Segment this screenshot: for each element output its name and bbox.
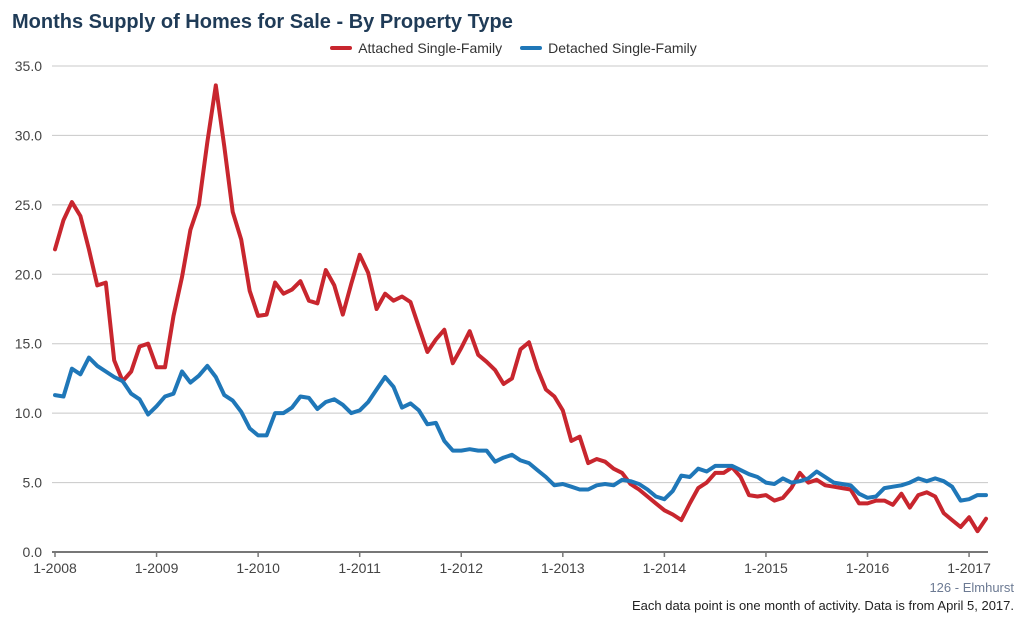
source-label: 126 - Elmhurst	[929, 580, 1014, 595]
x-tick-label: 1-2013	[541, 560, 585, 576]
legend-swatch-attached	[330, 46, 353, 50]
x-tick-label: 1-2010	[236, 560, 280, 576]
legend-item-detached[interactable]: Detached Single-Family	[520, 40, 697, 56]
y-tick-label: 20.0	[15, 266, 42, 282]
footnote: Each data point is one month of activity…	[631, 598, 1014, 613]
legend-swatch-detached	[520, 46, 543, 50]
legend-item-attached[interactable]: Attached Single-Family	[330, 40, 502, 56]
x-tick-label: 1-2012	[439, 560, 483, 576]
x-tick-label: 1-2014	[643, 560, 687, 576]
y-tick-label: 0.0	[23, 544, 43, 560]
chart-legend: Attached Single-Family Detached Single-F…	[0, 40, 1027, 56]
x-tick-label: 1-2016	[846, 560, 890, 576]
x-tick-label: 1-2017	[947, 560, 991, 576]
y-tick-label: 35.0	[15, 58, 42, 74]
legend-label-detached: Detached Single-Family	[548, 40, 697, 56]
x-tick-label: 1-2011	[338, 560, 381, 576]
y-tick-label: 25.0	[15, 197, 42, 213]
y-tick-label: 30.0	[15, 127, 42, 143]
x-tick-label: 1-2008	[33, 560, 77, 576]
series-line-attached	[53, 83, 988, 534]
x-tick-label: 1-2009	[135, 560, 179, 576]
y-tick-label: 10.0	[15, 405, 42, 421]
series-line-detached	[53, 355, 988, 503]
y-tick-label: 15.0	[15, 336, 42, 352]
chart-title: Months Supply of Homes for Sale - By Pro…	[12, 11, 513, 33]
y-tick-label: 5.0	[23, 475, 43, 491]
legend-label-attached: Attached Single-Family	[358, 40, 503, 56]
x-tick-label: 1-2015	[744, 560, 788, 576]
